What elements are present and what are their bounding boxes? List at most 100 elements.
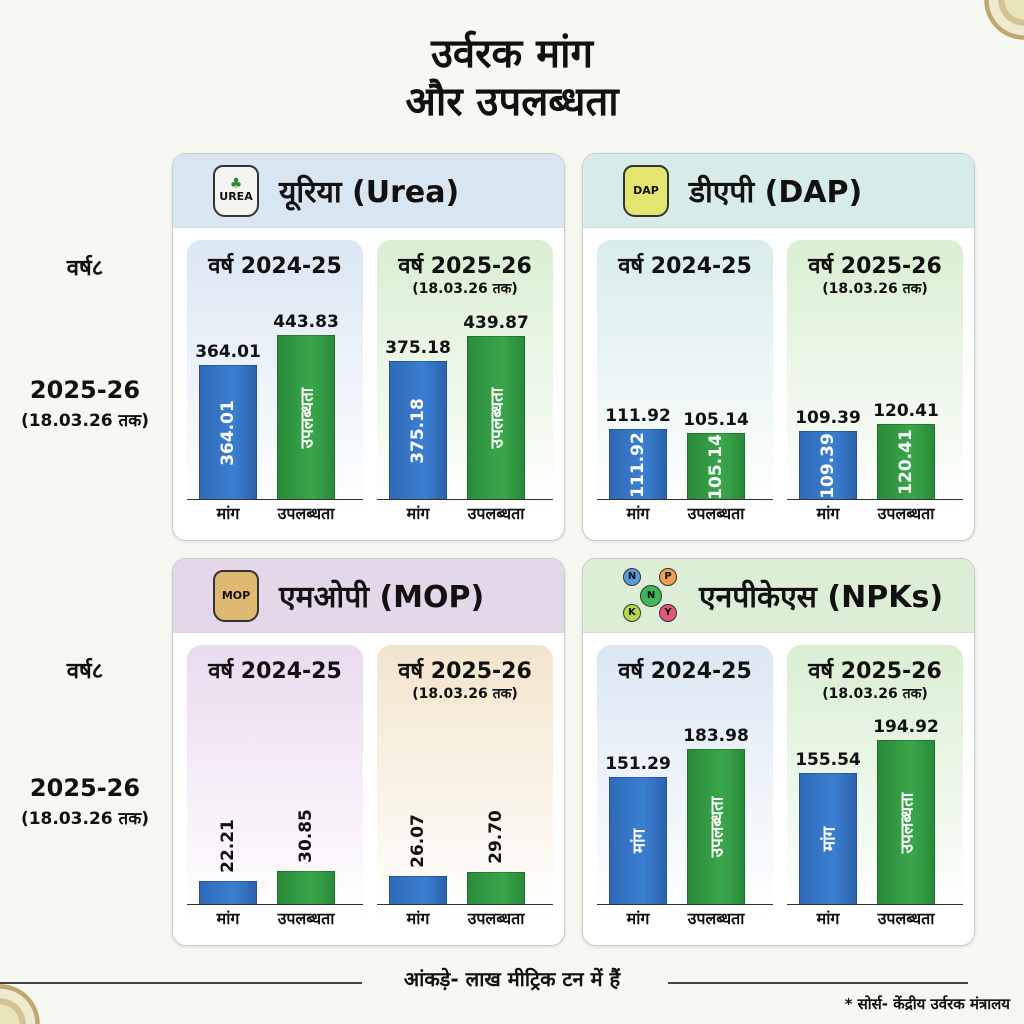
demand-value-label: 151.29	[605, 754, 671, 774]
demand-bar-inner-label: मांग	[819, 826, 840, 852]
panel-body: वर्ष 2024-25 151.29 मांग 183.98 उपलब्धता मांग…	[583, 633, 974, 945]
panel-header: MOP एमओपी (MOP)	[173, 559, 564, 633]
panel-title: डीएपी (DAP)	[689, 175, 863, 210]
availability-bar-inner-label: 105.14	[706, 433, 726, 500]
bar-chart-area: 375.18 375.18 439.87 उपलब्धता	[377, 313, 553, 500]
page-title: उर्वरक मांग और उपलब्धता	[0, 30, 1024, 126]
demand-value-label: 155.54	[795, 750, 861, 770]
availability-bar: 443.83 उपलब्धता	[273, 312, 339, 500]
panel-body: वर्ष 2024-25 111.92 111.92 105.14 105.14 मांग…	[583, 228, 974, 540]
demand-bar: 375.18 375.18	[385, 338, 451, 500]
bag-label: MOP	[221, 589, 251, 602]
year-title: वर्ष 2024-25	[618, 254, 752, 279]
panel-npk: N P N K Y एनपीकेएस (NPKs) वर्ष 2024-25 151.29 मा…	[582, 558, 975, 946]
year-chart-2025-26: वर्ष 2025-26 (18.03.26 तक) 26.07 29.70 मांग उ…	[377, 645, 553, 935]
chart-baseline	[187, 499, 363, 500]
bar-chart-area: 155.54 मांग 194.92 उपलब्धता	[787, 717, 963, 905]
year-title: वर्ष 2024-25	[208, 254, 342, 279]
demand-bar: 26.07	[389, 814, 447, 905]
x-label-availability: उपलब्धता	[277, 909, 335, 928]
x-label-availability: उपलब्धता	[277, 504, 335, 523]
demand-value-label: 111.92	[605, 406, 671, 426]
x-axis-labels: मांग उपलब्धता	[787, 502, 963, 524]
availability-bar: 105.14 105.14	[683, 410, 749, 500]
year-chart-2025-26: वर्ष 2025-26 (18.03.26 तक) 375.18 375.18 439…	[377, 240, 553, 530]
demand-bar: 111.92 111.92	[605, 406, 671, 500]
panel-urea: ♣ UREA यूरिया (Urea) वर्ष 2024-25 364.01 364.…	[172, 153, 565, 541]
bar-chart-area: 364.01 364.01 443.83 उपलब्धता	[187, 312, 363, 500]
chart-baseline	[597, 499, 773, 500]
chart-baseline	[187, 904, 363, 905]
year-date: (18.03.26 तक)	[822, 686, 928, 702]
demand-value-label: 364.01	[195, 342, 261, 362]
side-year-label-top: वर्ष८	[66, 256, 104, 281]
panel-dap: DAP डीएपी (DAP) वर्ष 2024-25 111.92 111.92 10…	[582, 153, 975, 541]
chart-baseline	[787, 499, 963, 500]
x-axis-labels: मांग उपलब्धता	[597, 907, 773, 929]
demand-value-label: 22.21	[218, 819, 238, 873]
availability-value-label: 439.87	[463, 313, 529, 333]
year-chart-2024-25: वर्ष 2024-25 364.01 364.01 443.83 उपलब्धता मा…	[187, 240, 363, 530]
year-title: वर्ष 2024-25	[208, 659, 342, 684]
x-label-availability: उपलब्धता	[877, 909, 935, 928]
units-note: आंकड़े- लाख मीट्रिक टन में हैं	[403, 967, 621, 991]
x-label-availability: उपलब्धता	[687, 504, 745, 523]
side-date-label-bottom: (18.03.26 तक)	[20, 809, 150, 829]
year-title: वर्ष 2025-26	[398, 254, 532, 279]
availability-bar: 194.92 उपलब्धता	[873, 717, 939, 905]
title-line-1: उर्वरक मांग	[431, 31, 593, 77]
panel-title: एनपीकेएस (NPKs)	[699, 580, 944, 615]
x-axis-labels: मांग उपलब्धता	[377, 907, 553, 929]
panel-title: यूरिया (Urea)	[279, 175, 460, 210]
year-title: वर्ष 2025-26	[808, 254, 942, 279]
availability-value-label: 194.92	[873, 717, 939, 737]
side-year-label-bottom: वर्ष८	[66, 659, 104, 684]
x-label-demand: मांग	[816, 909, 840, 928]
year-chart-2024-25: वर्ष 2024-25 22.21 30.85 मांग उपलब्धता	[187, 645, 363, 935]
bar-chart-area: 26.07 29.70	[377, 725, 553, 905]
chart-baseline	[377, 904, 553, 905]
footer-divider	[0, 982, 362, 984]
x-label-demand: मांग	[626, 504, 650, 523]
bar-chart-area: 151.29 मांग 183.98 उपलब्धता	[597, 725, 773, 905]
chart-baseline	[597, 904, 773, 905]
npk-node-icon: N	[640, 584, 662, 607]
availability-value-label: 30.85	[296, 809, 316, 863]
x-label-demand: मांग	[406, 909, 430, 928]
bag-label: DAP	[633, 184, 659, 197]
demand-bar-inner-label: 375.18	[408, 397, 428, 464]
npk-node-icon: N	[623, 567, 641, 586]
demand-bar-inner-label: मांग	[629, 828, 650, 854]
demand-bar-inner-label: 111.92	[628, 431, 648, 498]
demand-value-label: 375.18	[385, 338, 451, 358]
source-note: * सोर्स- केंद्रीय उर्वरक मंत्रालय	[844, 995, 1010, 1013]
x-label-demand: मांग	[626, 909, 650, 928]
availability-bar: 29.70	[467, 810, 525, 905]
availability-bar: 120.41 120.41	[873, 401, 939, 500]
availability-bar-inner-label: उपलब्धता	[297, 387, 318, 448]
title-line-2: और उपलब्धता	[405, 79, 619, 125]
availability-bar: 183.98 उपलब्धता	[683, 726, 749, 905]
demand-bar: 151.29 मांग	[605, 754, 671, 905]
panel-header: ♣ UREA यूरिया (Urea)	[173, 154, 564, 228]
x-label-availability: उपलब्धता	[467, 504, 525, 523]
x-label-demand: मांग	[216, 909, 240, 928]
x-label-demand: मांग	[216, 504, 240, 523]
availability-bar-inner-label: उपलब्धता	[487, 387, 508, 449]
panel-header: N P N K Y एनपीकेएस (NPKs)	[583, 559, 974, 633]
year-title: वर्ष 2025-26	[808, 659, 942, 684]
bar-chart-area: 109.39 109.39 120.41 120.41	[787, 320, 963, 500]
year-chart-2024-25: वर्ष 2024-25 151.29 मांग 183.98 उपलब्धता मांग…	[597, 645, 773, 935]
x-label-availability: उपलब्धता	[467, 909, 525, 928]
npk-node-icon: K	[623, 603, 641, 622]
bar-chart-area: 111.92 111.92 105.14 105.14	[597, 320, 773, 500]
availability-bar: 439.87 उपलब्धता	[463, 313, 529, 500]
demand-value-label: 26.07	[408, 814, 428, 868]
x-label-demand: मांग	[816, 504, 840, 523]
mop-bag-icon: MOP	[213, 569, 259, 622]
availability-value-label: 105.14	[683, 410, 749, 430]
panel-mop: MOP एमओपी (MOP) वर्ष 2024-25 22.21 30.85 मांग…	[172, 558, 565, 946]
demand-value-label: 109.39	[795, 408, 861, 428]
year-chart-2024-25: वर्ष 2024-25 111.92 111.92 105.14 105.14 मांग…	[597, 240, 773, 530]
